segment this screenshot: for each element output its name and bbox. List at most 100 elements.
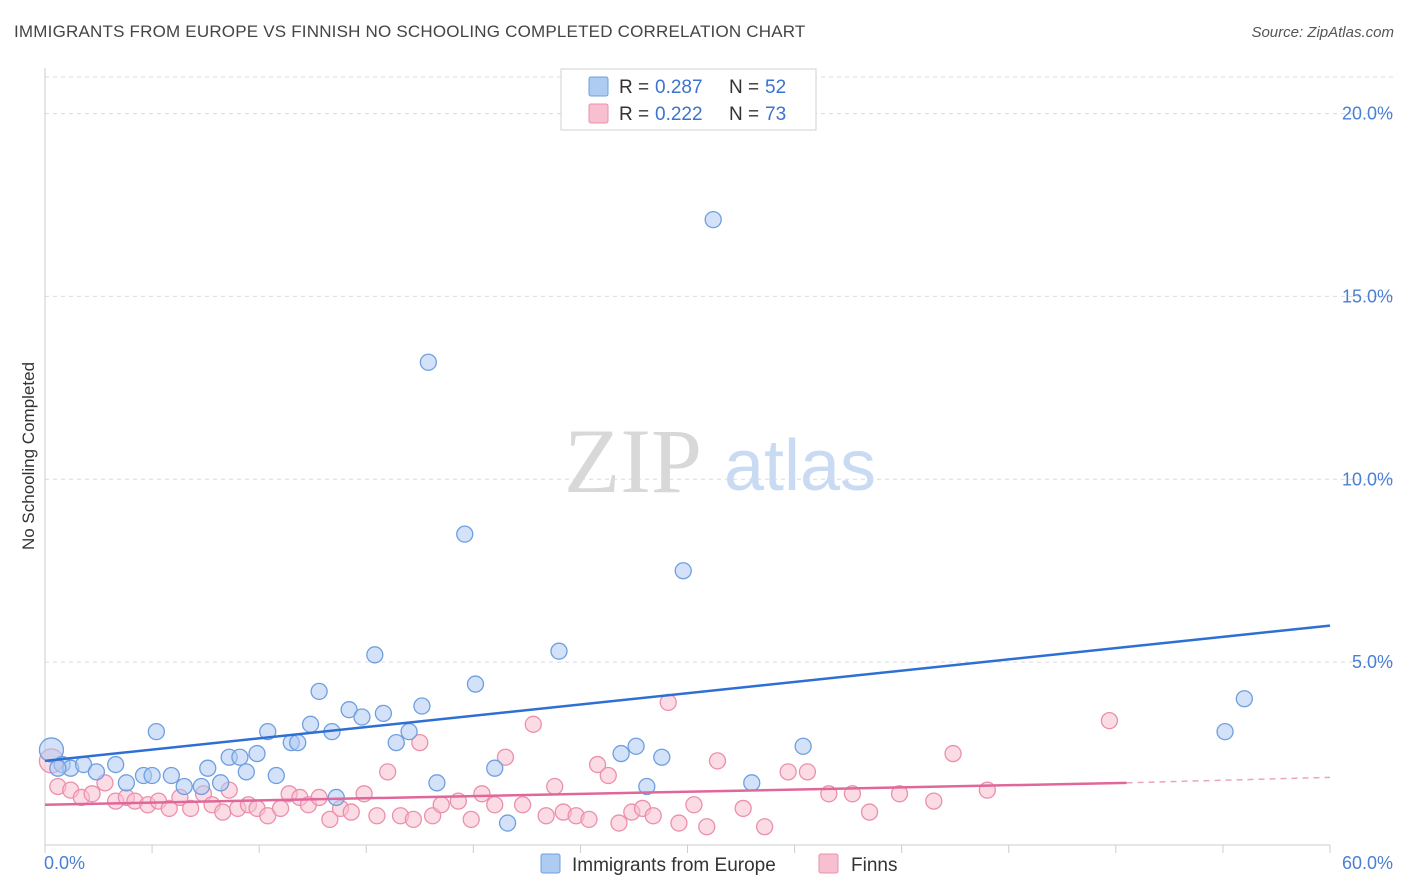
finns-point: [580, 810, 598, 829]
finns-point: [160, 799, 178, 818]
y-tick-label: 20.0%: [1342, 104, 1393, 124]
legend-r-value-2: 0.222: [655, 104, 703, 125]
immigrants-point: [192, 777, 210, 796]
finns-point: [259, 807, 277, 825]
immigrants-point: [248, 744, 266, 763]
immigrants-point: [301, 715, 320, 733]
finns-point: [944, 744, 962, 763]
immigrants-point: [374, 704, 393, 722]
finns-point: [537, 807, 555, 825]
finns-point: [588, 755, 607, 774]
finns-point: [496, 748, 515, 766]
immigrants-point: [49, 759, 67, 777]
finns-point: [860, 803, 879, 821]
finns-point: [310, 788, 328, 807]
finns-point: [546, 777, 564, 796]
immigrants-point: [310, 682, 328, 701]
legend-r-label-2: R =: [619, 104, 649, 125]
finns-point: [685, 796, 703, 814]
immigrants-point: [340, 701, 358, 719]
finns-point: [734, 799, 752, 818]
immigrants-point: [1216, 722, 1234, 741]
immigrants-trend-line: [44, 624, 1331, 763]
legend-swatch-pink: [588, 103, 609, 124]
gridlines: [45, 76, 1395, 663]
finns-point: [368, 807, 386, 825]
immigrants-point: [466, 675, 485, 693]
immigrants-point: [704, 210, 722, 229]
immigrants-point: [366, 646, 384, 664]
y-tick-label: 15.0%: [1342, 286, 1393, 306]
chart-title: IMMIGRANTS FROM EUROPE VS FINNISH NO SCH…: [14, 22, 806, 41]
finns-point: [698, 818, 716, 836]
immigrants-point: [419, 353, 438, 371]
immigrants-point: [289, 733, 307, 752]
finns-point: [708, 752, 727, 770]
immigrants-point: [1235, 690, 1253, 708]
immigrants-point: [267, 766, 285, 785]
finns-point: [411, 733, 429, 752]
finns-point: [925, 792, 943, 810]
x-tick-label: 60.0%: [1342, 853, 1393, 873]
immigrants-point: [237, 763, 255, 781]
immigrants-point: [674, 562, 692, 580]
watermark-zip: ZIP: [564, 410, 702, 512]
immigrants-point: [117, 774, 136, 792]
tick-labels: 5.0% 10.0% 15.0% 20.0% 0.0% 60.0%: [44, 104, 1393, 873]
watermark-atlas: atlas: [724, 426, 876, 506]
y-axis-label: No Schooling Completed: [19, 362, 38, 550]
immigrants-point: [38, 737, 65, 763]
legend-n-label-2: N =: [729, 104, 759, 125]
finns-point: [83, 785, 101, 803]
immigrants-point: [199, 759, 217, 777]
finns-point: [1100, 712, 1119, 730]
immigrants-point: [387, 733, 405, 752]
finns-point: [404, 810, 423, 829]
finns-point: [321, 810, 339, 829]
immigrants-point: [743, 774, 761, 792]
axes: [44, 68, 1331, 853]
finns-point: [670, 814, 688, 832]
finns-point: [798, 763, 817, 781]
immigrants-point: [794, 737, 812, 755]
finns-point: [843, 785, 862, 803]
immigrants-point: [353, 708, 371, 726]
immigrants-point: [456, 525, 474, 543]
finns-points: [38, 693, 1119, 836]
immigrants-point: [653, 748, 671, 766]
immigrants-point: [400, 722, 418, 741]
immigrants-point: [498, 814, 517, 832]
immigrants-point: [143, 766, 161, 785]
finns-trend-extension: [1126, 776, 1331, 784]
finns-point: [513, 796, 532, 814]
bottom-legend-label-immigrants: Immigrants from Europe: [572, 855, 776, 876]
y-tick-label: 10.0%: [1342, 469, 1393, 489]
immigrants-point: [428, 774, 446, 792]
immigrants-point: [147, 722, 166, 741]
finns-point: [379, 763, 397, 781]
finns-point: [432, 796, 450, 814]
source-label: Source: ZipAtlas.com: [1251, 24, 1394, 41]
bottom-legend-swatch-pink: [818, 853, 839, 874]
finns-trend-line: [44, 781, 1127, 807]
immigrants-point: [550, 642, 568, 660]
immigrants-point: [87, 763, 106, 781]
immigrants-point: [211, 774, 230, 792]
x-tick-label: 0.0%: [44, 853, 85, 873]
series-legend: Immigrants from Europe Finns: [540, 853, 897, 876]
immigrants-point: [231, 748, 249, 766]
bottom-legend-label-finns: Finns: [851, 855, 897, 876]
immigrants-point: [627, 737, 645, 755]
finns-point: [599, 766, 617, 785]
immigrants-point: [259, 722, 277, 741]
legend-r-value-1: 0.287: [655, 77, 703, 98]
correlation-legend: R = 0.287 N = 52 R = 0.222 N = 73: [560, 68, 817, 131]
immigrants-point: [162, 766, 181, 785]
legend-r-label-1: R =: [619, 77, 649, 98]
immigrants-point: [107, 755, 125, 774]
finns-point: [610, 814, 628, 832]
finns-point: [890, 785, 909, 803]
finns-point: [779, 763, 797, 781]
finns-point: [473, 785, 491, 803]
